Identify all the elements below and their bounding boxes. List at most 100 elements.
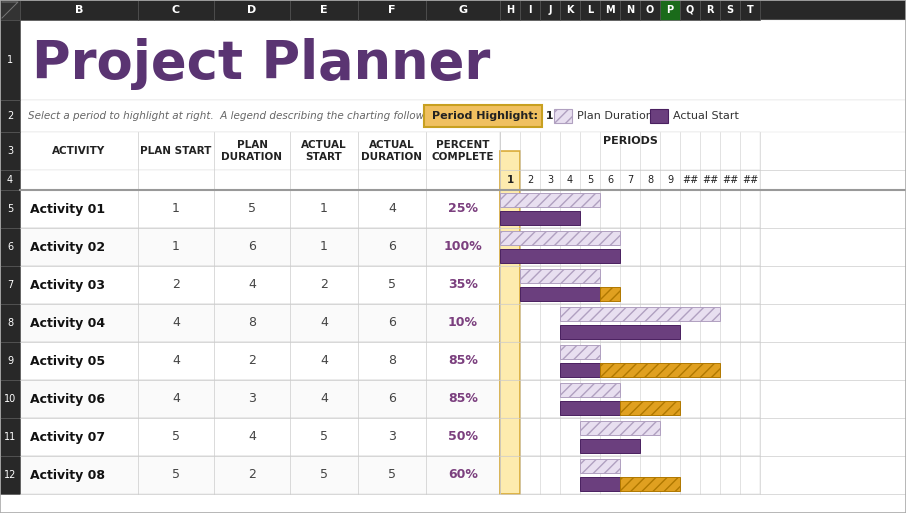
Text: 4: 4 bbox=[567, 175, 573, 185]
Bar bbox=[424, 105, 542, 127]
Text: 10: 10 bbox=[4, 394, 16, 404]
Bar bbox=[20, 100, 906, 132]
Text: ACTUAL
START: ACTUAL START bbox=[301, 140, 347, 162]
Bar bbox=[0, 100, 20, 132]
Bar bbox=[500, 193, 600, 207]
Bar bbox=[620, 0, 640, 20]
Text: Activity 05: Activity 05 bbox=[30, 354, 105, 367]
Bar bbox=[580, 0, 600, 20]
Bar bbox=[358, 0, 426, 20]
Text: 4: 4 bbox=[248, 430, 255, 444]
Bar bbox=[0, 228, 20, 266]
Bar bbox=[20, 380, 500, 418]
Text: 12: 12 bbox=[4, 470, 16, 480]
Bar bbox=[500, 342, 760, 380]
Text: Period Highlight:  1: Period Highlight: 1 bbox=[432, 111, 554, 121]
Text: 8: 8 bbox=[388, 354, 396, 367]
Text: 35%: 35% bbox=[448, 279, 478, 291]
Bar bbox=[0, 190, 20, 228]
Text: PERIODS: PERIODS bbox=[602, 136, 658, 147]
Bar bbox=[500, 456, 760, 494]
Text: 5: 5 bbox=[320, 430, 328, 444]
Text: 5: 5 bbox=[388, 279, 396, 291]
Bar bbox=[700, 0, 720, 20]
Text: 4: 4 bbox=[320, 354, 328, 367]
Text: Activity 03: Activity 03 bbox=[30, 279, 105, 291]
Text: J: J bbox=[548, 5, 552, 15]
Text: Activity 07: Activity 07 bbox=[30, 430, 105, 444]
Text: S: S bbox=[727, 5, 734, 15]
Text: 1: 1 bbox=[320, 241, 328, 253]
Bar bbox=[620, 477, 680, 491]
Bar bbox=[740, 0, 760, 20]
Bar bbox=[640, 0, 660, 20]
Bar bbox=[560, 401, 620, 415]
Bar bbox=[560, 325, 680, 339]
Text: Plan Duration: Plan Duration bbox=[577, 111, 653, 121]
Text: Activity 04: Activity 04 bbox=[30, 317, 105, 329]
Text: 5: 5 bbox=[388, 468, 396, 482]
Text: E: E bbox=[320, 5, 328, 15]
Text: 5: 5 bbox=[172, 430, 180, 444]
Text: 2: 2 bbox=[172, 279, 180, 291]
Text: Activity 02: Activity 02 bbox=[30, 241, 105, 253]
Bar bbox=[426, 0, 500, 20]
Bar bbox=[520, 269, 600, 283]
Text: 25%: 25% bbox=[448, 203, 478, 215]
Text: Project Planner: Project Planner bbox=[32, 38, 490, 90]
Text: 8: 8 bbox=[248, 317, 256, 329]
Text: Activity 06: Activity 06 bbox=[30, 392, 105, 405]
Bar bbox=[0, 20, 20, 100]
Text: 3: 3 bbox=[547, 175, 553, 185]
Bar bbox=[560, 307, 720, 321]
Bar bbox=[720, 0, 740, 20]
Bar bbox=[0, 456, 20, 494]
Bar bbox=[560, 345, 600, 359]
Bar bbox=[600, 287, 620, 301]
Text: 2: 2 bbox=[248, 468, 255, 482]
Text: 1: 1 bbox=[506, 175, 514, 185]
Bar bbox=[580, 460, 620, 473]
Bar bbox=[0, 418, 20, 456]
Bar bbox=[20, 0, 138, 20]
Bar bbox=[600, 0, 620, 20]
Text: ##: ## bbox=[722, 175, 738, 185]
Text: 85%: 85% bbox=[448, 392, 478, 405]
Text: 5: 5 bbox=[248, 203, 256, 215]
Text: 9: 9 bbox=[7, 356, 13, 366]
Text: 2: 2 bbox=[527, 175, 533, 185]
Text: 5: 5 bbox=[320, 468, 328, 482]
Text: 1: 1 bbox=[172, 203, 180, 215]
Text: ACTUAL
DURATION: ACTUAL DURATION bbox=[361, 140, 422, 162]
Bar bbox=[0, 380, 20, 418]
Text: 2: 2 bbox=[7, 111, 13, 121]
Text: Q: Q bbox=[686, 5, 694, 15]
Text: 1: 1 bbox=[172, 241, 180, 253]
Text: D: D bbox=[247, 5, 256, 15]
Text: 60%: 60% bbox=[448, 468, 478, 482]
Text: B: B bbox=[75, 5, 83, 15]
Bar bbox=[500, 418, 760, 456]
Bar bbox=[620, 401, 680, 415]
Text: 4: 4 bbox=[172, 354, 180, 367]
Bar bbox=[0, 0, 20, 20]
Text: 10%: 10% bbox=[448, 317, 478, 329]
Text: 2: 2 bbox=[248, 354, 255, 367]
Bar bbox=[0, 304, 20, 342]
Text: K: K bbox=[566, 5, 573, 15]
Bar bbox=[20, 228, 500, 266]
Text: I: I bbox=[528, 5, 532, 15]
Text: 6: 6 bbox=[388, 392, 396, 405]
Bar bbox=[540, 0, 560, 20]
Bar bbox=[680, 0, 700, 20]
Text: 5: 5 bbox=[7, 204, 13, 214]
Bar bbox=[20, 456, 500, 494]
Text: 3: 3 bbox=[388, 430, 396, 444]
Text: 4: 4 bbox=[248, 279, 255, 291]
Bar bbox=[500, 151, 520, 494]
Text: 85%: 85% bbox=[448, 354, 478, 367]
Text: 8: 8 bbox=[7, 318, 13, 328]
Bar bbox=[650, 109, 668, 123]
Bar bbox=[20, 190, 500, 228]
Text: 100%: 100% bbox=[444, 241, 482, 253]
